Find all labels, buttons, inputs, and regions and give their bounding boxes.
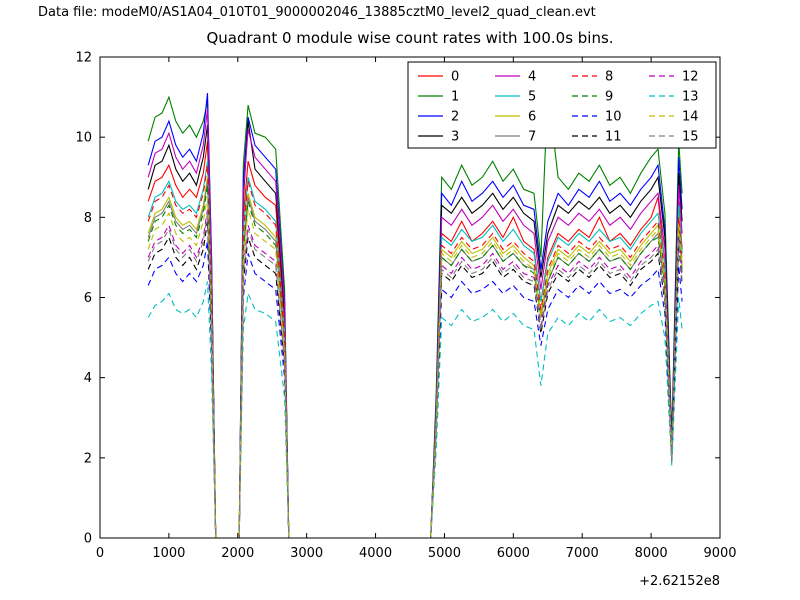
x-tick-label: 9000 (703, 546, 736, 561)
y-tick-label: 2 (84, 451, 92, 466)
legend-label-9: 9 (605, 90, 613, 105)
x-tick-label: 5000 (428, 546, 461, 561)
y-tick-label: 12 (75, 51, 92, 66)
y-tick-label: 4 (84, 371, 92, 386)
legend-label-7: 7 (528, 130, 536, 145)
series-line-10 (147, 241, 683, 539)
chart-title: Quadrant 0 module wise count rates with … (206, 29, 614, 47)
series-line-3 (147, 121, 683, 539)
series-line-7 (147, 181, 683, 539)
series-line-9 (147, 185, 683, 539)
series-line-4 (147, 109, 683, 539)
series-line-14 (147, 197, 683, 539)
series-line-1 (147, 89, 683, 539)
y-tick-label: 6 (84, 291, 92, 306)
x-tick-label: 7000 (566, 546, 599, 561)
legend-label-5: 5 (528, 90, 536, 105)
series-line-5 (147, 161, 683, 539)
legend-label-13: 13 (682, 90, 699, 105)
y-tick-label: 0 (84, 532, 92, 547)
series-line-6 (147, 177, 683, 539)
x-tick-label: 1000 (152, 546, 185, 561)
legend-label-15: 15 (682, 130, 699, 145)
x-axis-offset-label: +2.62152e8 (639, 574, 720, 589)
legend-label-8: 8 (605, 70, 613, 85)
legend-label-0: 0 (451, 70, 459, 85)
series-line-12 (147, 209, 683, 539)
x-tick-label: 3000 (290, 546, 323, 561)
series-line-13 (147, 281, 683, 539)
legend-label-10: 10 (605, 110, 622, 125)
legend-label-14: 14 (682, 110, 699, 125)
legend-label-1: 1 (451, 90, 459, 105)
series-line-8 (147, 165, 683, 539)
data-file-label: Data file: modeM0/AS1A04_010T01_90000020… (38, 5, 596, 20)
legend-label-6: 6 (528, 110, 536, 125)
y-tick-label: 10 (75, 131, 92, 146)
legend-label-3: 3 (451, 130, 459, 145)
x-tick-label: 0 (96, 546, 104, 561)
series-line-2 (147, 93, 683, 539)
series-line-11 (147, 221, 683, 539)
y-tick-label: 8 (84, 211, 92, 226)
legend-label-12: 12 (682, 70, 699, 85)
legend-label-2: 2 (451, 110, 459, 125)
legend-label-11: 11 (605, 130, 622, 145)
x-tick-label: 4000 (359, 546, 392, 561)
x-tick-label: 6000 (497, 546, 530, 561)
series-line-0 (147, 141, 683, 539)
legend-label-4: 4 (528, 70, 536, 85)
x-tick-label: 2000 (221, 546, 254, 561)
x-tick-label: 8000 (635, 546, 668, 561)
series-line-15 (147, 213, 683, 539)
